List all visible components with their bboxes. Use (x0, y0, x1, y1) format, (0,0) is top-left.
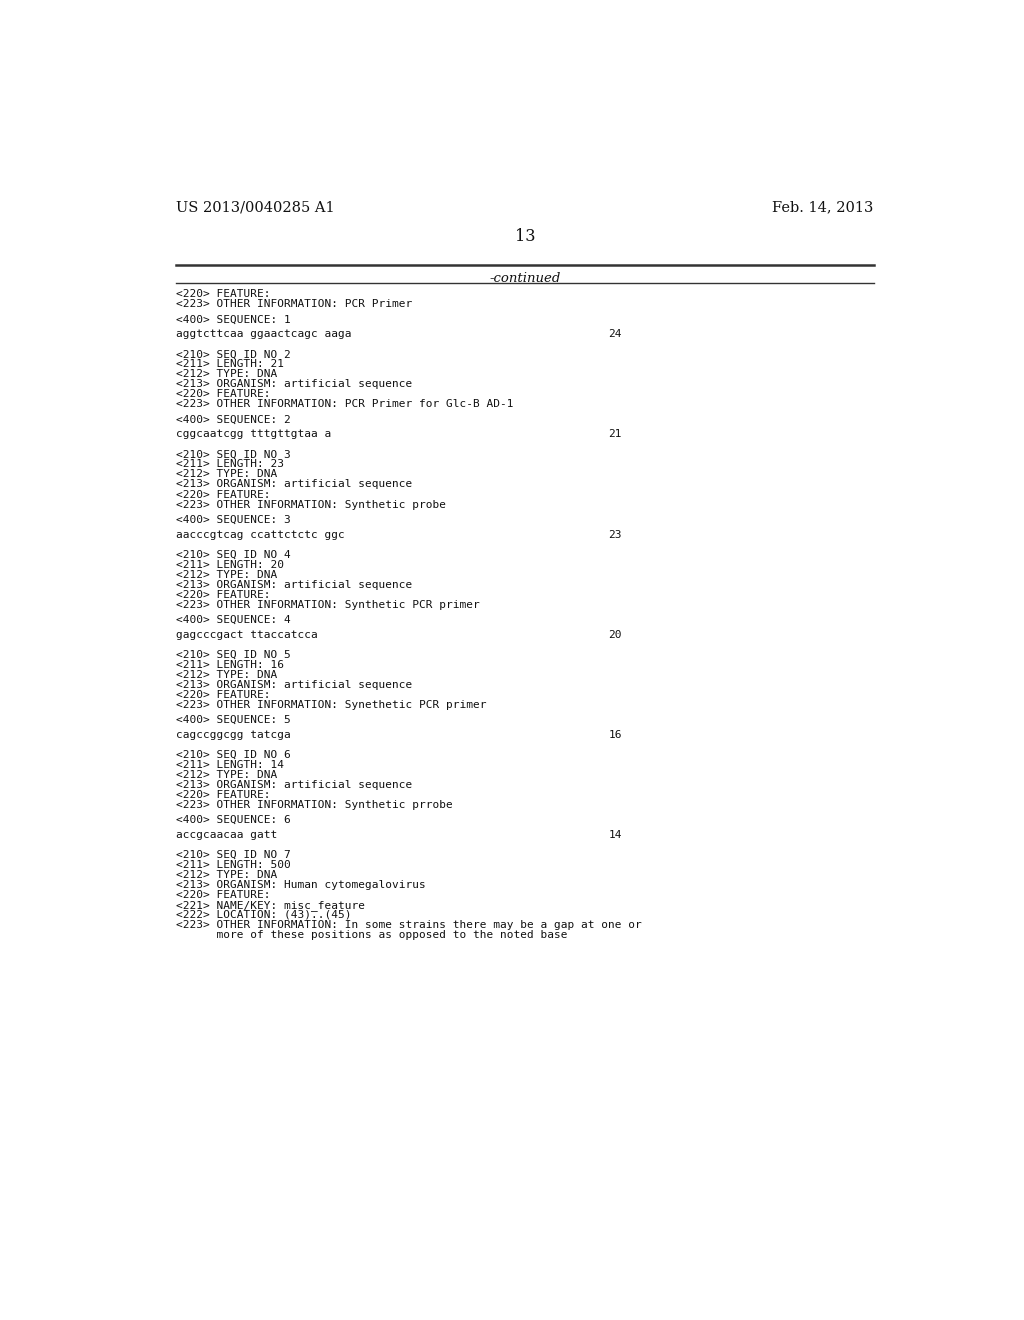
Text: <213> ORGANISM: artificial sequence: <213> ORGANISM: artificial sequence (176, 680, 413, 689)
Text: <210> SEQ ID NO 6: <210> SEQ ID NO 6 (176, 750, 291, 760)
Text: <210> SEQ ID NO 4: <210> SEQ ID NO 4 (176, 549, 291, 560)
Text: accgcaacaa gatt: accgcaacaa gatt (176, 830, 278, 840)
Text: <211> LENGTH: 23: <211> LENGTH: 23 (176, 459, 284, 470)
Text: aacccgtcag ccattctctc ggc: aacccgtcag ccattctctc ggc (176, 529, 345, 540)
Text: <212> TYPE: DNA: <212> TYPE: DNA (176, 570, 278, 579)
Text: Feb. 14, 2013: Feb. 14, 2013 (772, 201, 873, 215)
Text: <400> SEQUENCE: 2: <400> SEQUENCE: 2 (176, 414, 291, 425)
Text: <211> LENGTH: 16: <211> LENGTH: 16 (176, 660, 284, 669)
Text: <222> LOCATION: (43)..(45): <222> LOCATION: (43)..(45) (176, 909, 351, 920)
Text: <223> OTHER INFORMATION: Synthetic prrobe: <223> OTHER INFORMATION: Synthetic prrob… (176, 800, 453, 809)
Text: 16: 16 (608, 730, 622, 739)
Text: <220> FEATURE:: <220> FEATURE: (176, 289, 270, 300)
Text: 21: 21 (608, 429, 622, 440)
Text: aggtcttcaa ggaactcagc aaga: aggtcttcaa ggaactcagc aaga (176, 330, 351, 339)
Text: <212> TYPE: DNA: <212> TYPE: DNA (176, 470, 278, 479)
Text: 20: 20 (608, 630, 622, 640)
Text: <211> LENGTH: 500: <211> LENGTH: 500 (176, 859, 291, 870)
Text: <212> TYPE: DNA: <212> TYPE: DNA (176, 370, 278, 379)
Text: <213> ORGANISM: artificial sequence: <213> ORGANISM: artificial sequence (176, 579, 413, 590)
Text: <211> LENGTH: 20: <211> LENGTH: 20 (176, 560, 284, 569)
Text: <220> FEATURE:: <220> FEATURE: (176, 789, 270, 800)
Text: 13: 13 (514, 227, 536, 244)
Text: <213> ORGANISM: Human cytomegalovirus: <213> ORGANISM: Human cytomegalovirus (176, 880, 426, 890)
Text: <223> OTHER INFORMATION: Synthetic probe: <223> OTHER INFORMATION: Synthetic probe (176, 499, 446, 510)
Text: <213> ORGANISM: artificial sequence: <213> ORGANISM: artificial sequence (176, 379, 413, 389)
Text: <213> ORGANISM: artificial sequence: <213> ORGANISM: artificial sequence (176, 479, 413, 490)
Text: 23: 23 (608, 529, 622, 540)
Text: <212> TYPE: DNA: <212> TYPE: DNA (176, 669, 278, 680)
Text: <213> ORGANISM: artificial sequence: <213> ORGANISM: artificial sequence (176, 780, 413, 789)
Text: <220> FEATURE:: <220> FEATURE: (176, 490, 270, 499)
Text: <223> OTHER INFORMATION: In some strains there may be a gap at one or: <223> OTHER INFORMATION: In some strains… (176, 920, 642, 929)
Text: <220> FEATURE:: <220> FEATURE: (176, 689, 270, 700)
Text: <400> SEQUENCE: 3: <400> SEQUENCE: 3 (176, 515, 291, 524)
Text: <223> OTHER INFORMATION: PCR Primer: <223> OTHER INFORMATION: PCR Primer (176, 300, 413, 309)
Text: <223> OTHER INFORMATION: Synthetic PCR primer: <223> OTHER INFORMATION: Synthetic PCR p… (176, 599, 480, 610)
Text: 24: 24 (608, 330, 622, 339)
Text: cagccggcgg tatcga: cagccggcgg tatcga (176, 730, 291, 739)
Text: <220> FEATURE:: <220> FEATURE: (176, 590, 270, 599)
Text: <211> LENGTH: 14: <211> LENGTH: 14 (176, 760, 284, 770)
Text: more of these positions as opposed to the noted base: more of these positions as opposed to th… (176, 929, 567, 940)
Text: <210> SEQ ID NO 7: <210> SEQ ID NO 7 (176, 850, 291, 859)
Text: <221> NAME/KEY: misc_feature: <221> NAME/KEY: misc_feature (176, 900, 365, 911)
Text: <212> TYPE: DNA: <212> TYPE: DNA (176, 770, 278, 780)
Text: 14: 14 (608, 830, 622, 840)
Text: <212> TYPE: DNA: <212> TYPE: DNA (176, 870, 278, 880)
Text: gagcccgact ttaccatcca: gagcccgact ttaccatcca (176, 630, 317, 640)
Text: US 2013/0040285 A1: US 2013/0040285 A1 (176, 201, 335, 215)
Text: <210> SEQ ID NO 3: <210> SEQ ID NO 3 (176, 449, 291, 459)
Text: <223> OTHER INFORMATION: Synethetic PCR primer: <223> OTHER INFORMATION: Synethetic PCR … (176, 700, 486, 710)
Text: <211> LENGTH: 21: <211> LENGTH: 21 (176, 359, 284, 370)
Text: cggcaatcgg tttgttgtaa a: cggcaatcgg tttgttgtaa a (176, 429, 332, 440)
Text: <400> SEQUENCE: 1: <400> SEQUENCE: 1 (176, 314, 291, 325)
Text: <223> OTHER INFORMATION: PCR Primer for Glc-B AD-1: <223> OTHER INFORMATION: PCR Primer for … (176, 400, 514, 409)
Text: <220> FEATURE:: <220> FEATURE: (176, 389, 270, 400)
Text: <400> SEQUENCE: 5: <400> SEQUENCE: 5 (176, 714, 291, 725)
Text: <400> SEQUENCE: 6: <400> SEQUENCE: 6 (176, 814, 291, 825)
Text: <400> SEQUENCE: 4: <400> SEQUENCE: 4 (176, 615, 291, 624)
Text: <210> SEQ ID NO 5: <210> SEQ ID NO 5 (176, 649, 291, 660)
Text: <210> SEQ ID NO 2: <210> SEQ ID NO 2 (176, 350, 291, 359)
Text: <220> FEATURE:: <220> FEATURE: (176, 890, 270, 900)
Text: -continued: -continued (489, 272, 560, 285)
